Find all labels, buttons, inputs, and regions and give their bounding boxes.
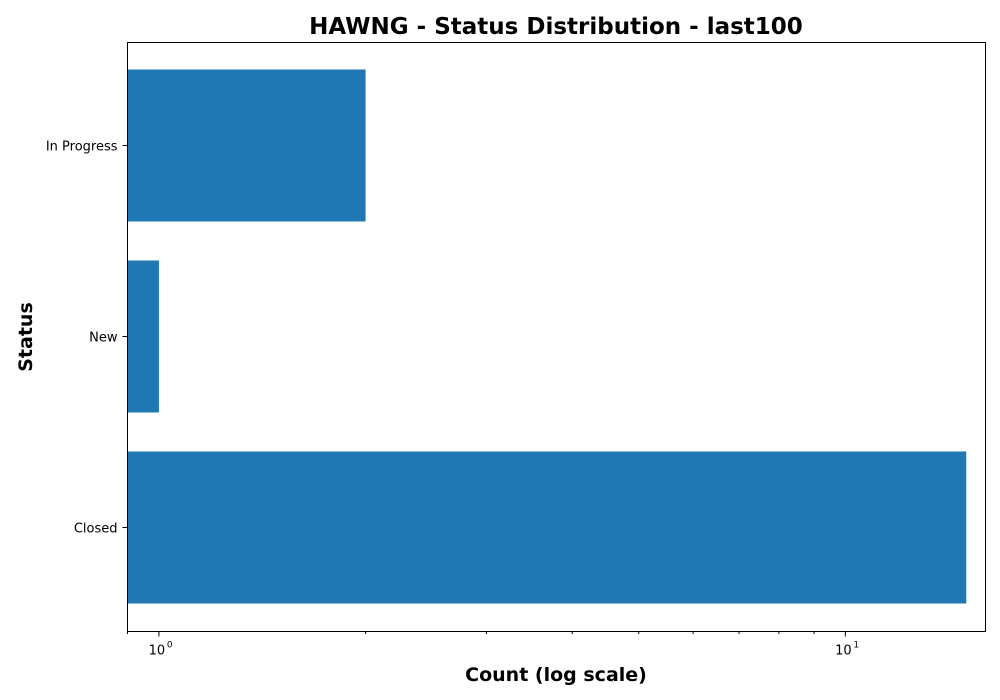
x-tick-exponent: 0 — [167, 641, 173, 651]
y-tick-label-in-progress: In Progress — [46, 140, 118, 155]
y-tick-label-closed: Closed — [74, 522, 118, 537]
x-tick-label: 10 — [835, 644, 852, 659]
bar-closed — [127, 451, 967, 604]
y-axis-label: Status — [15, 302, 37, 372]
bar-in-progress — [127, 69, 366, 222]
bars-layer — [127, 69, 967, 604]
x-tick-exponent: 1 — [853, 641, 859, 651]
chart-title: HAWNG - Status Distribution - last100 — [309, 14, 803, 40]
x-tick-label: 10 — [149, 644, 166, 659]
x-axis-label: Count (log scale) — [465, 664, 647, 686]
bar-new — [127, 260, 159, 413]
y-tick-label-new: New — [89, 331, 118, 346]
plot-frame — [127, 42, 986, 632]
